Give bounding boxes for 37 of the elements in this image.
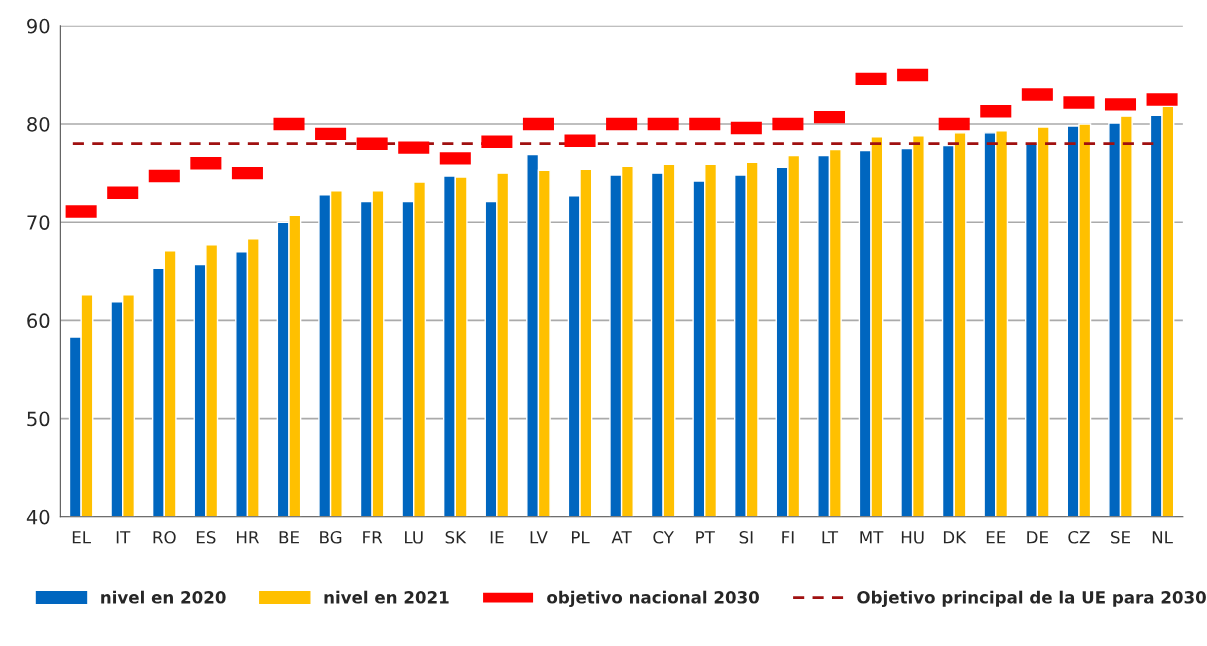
x-tick-label: LT [822,531,839,544]
legend-label: Objetivo principal de la UE para 2030 [857,590,1206,607]
y-tick-label: 50 [27,411,50,427]
legend-label: objetivo nacional 2030 [547,590,759,607]
x-tick-label: BE [279,531,299,544]
x-tick-label: CY [653,530,674,544]
x-tick-label: FI [782,531,794,544]
x-tick-label: LU [405,531,423,544]
x-tick-label: HU [901,531,924,544]
y-tick-label: 70 [27,215,50,230]
x-tick-label: SI [739,530,753,544]
x-tick-label: DK [943,531,967,544]
y-tick-label: 90 [27,18,50,34]
x-tick-label: PT [696,531,715,544]
x-tick-label: IT [116,531,131,544]
x-tick-label: CZ [1068,530,1090,544]
x-tick-label: EL [72,531,91,544]
legend-label: nivel en 2020 [101,590,226,604]
x-tick-label: PL [572,531,590,544]
x-tick-label: DE [1027,531,1048,544]
y-tick-label: 80 [27,116,50,132]
x-tick-label: MT [860,531,884,544]
x-tick-label: EE [986,531,1006,544]
x-tick-label: SK [445,530,467,544]
x-tick-label: SE [1111,530,1130,544]
y-tick-label: 40 [26,509,50,525]
x-tick-label: LV [530,531,548,544]
x-tick-label: ES [196,530,216,544]
x-tick-label: BG [320,530,342,544]
x-tick-label: FR [363,531,383,544]
x-tick-label: AT [611,531,632,544]
x-tick-label: IE [490,531,504,544]
x-tick-label: NL [1152,531,1173,544]
x-tick-label: RO [153,530,176,544]
y-tick-label: 60 [27,313,50,329]
legend-label: nivel en 2021 [324,590,449,604]
x-tick-label: HR [237,531,260,544]
